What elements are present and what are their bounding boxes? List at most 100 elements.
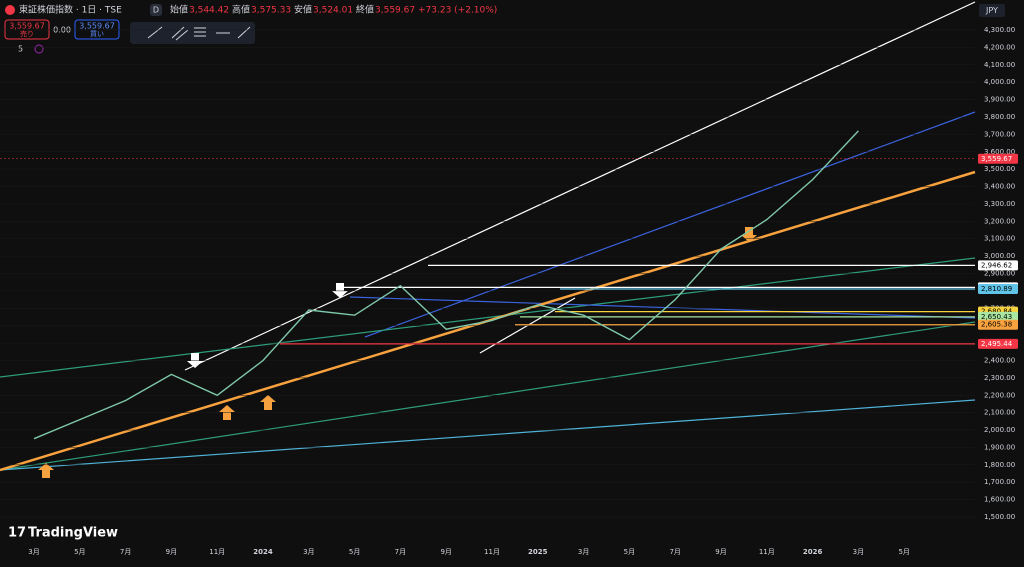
brand: TradingView bbox=[28, 526, 118, 541]
y-tick-label: 3,100.00 bbox=[984, 235, 1015, 243]
badge: D bbox=[153, 6, 159, 15]
level-label-bg bbox=[978, 338, 1018, 349]
indicator-icon[interactable] bbox=[34, 44, 44, 54]
y-tick-label: 4,100.00 bbox=[984, 61, 1015, 69]
buy-price[interactable]: 3,559.67 bbox=[79, 22, 115, 31]
level-label-bg bbox=[978, 283, 1018, 294]
x-tick-label: 3月 bbox=[578, 548, 589, 556]
y-tick-label: 1,500.00 bbox=[984, 513, 1015, 521]
level-label: 2,495.44 bbox=[981, 340, 1013, 348]
badge-bg bbox=[150, 4, 162, 16]
trendline bbox=[0, 257, 976, 378]
level-label-bg bbox=[978, 153, 1018, 164]
buy-label[interactable]: 買い bbox=[90, 30, 104, 38]
y-tick-label: 3,000.00 bbox=[984, 252, 1015, 260]
y-tick-label: 1,800.00 bbox=[984, 461, 1015, 469]
y-tick-label: 4,200.00 bbox=[984, 43, 1015, 51]
x-tick-label: 11月 bbox=[484, 548, 500, 556]
trendline bbox=[349, 296, 976, 319]
y-tick-label: 2,400.00 bbox=[984, 356, 1015, 364]
y-tick-label: 3,200.00 bbox=[984, 217, 1015, 225]
x-tick-label: 7月 bbox=[120, 548, 131, 556]
y-tick-label: 2,200.00 bbox=[984, 391, 1015, 399]
ohlc-value: 3,559.67 bbox=[375, 6, 415, 16]
x-tick-label: 7月 bbox=[669, 548, 680, 556]
y-tick-label: 3,600.00 bbox=[984, 148, 1015, 156]
symbol-logo bbox=[5, 5, 15, 15]
x-tick-label: 9月 bbox=[166, 548, 177, 556]
x-tick-label: 3月 bbox=[853, 548, 864, 556]
y-tick-label: 2,900.00 bbox=[984, 270, 1015, 278]
y-tick-label: 1,600.00 bbox=[984, 496, 1015, 504]
y-tick-label: 3,900.00 bbox=[984, 96, 1015, 104]
sell-button[interactable] bbox=[4, 19, 50, 40]
level-label: 2,946.62 bbox=[981, 261, 1012, 269]
level-label: 2,680.84 bbox=[981, 308, 1013, 316]
x-tick-label: 7月 bbox=[395, 548, 406, 556]
y-tick-label: 1,900.00 bbox=[984, 443, 1015, 451]
trendline bbox=[364, 111, 976, 338]
trendline bbox=[184, 1, 976, 371]
sell-label[interactable]: 売り bbox=[20, 29, 34, 38]
level-label-bg bbox=[978, 311, 1018, 322]
x-tick-label: 9月 bbox=[715, 548, 726, 556]
price-line bbox=[33, 130, 859, 440]
ohlc-label: 終値 bbox=[356, 4, 374, 16]
x-tick-label: 5月 bbox=[624, 548, 635, 556]
x-tick-label: 11月 bbox=[759, 548, 775, 556]
symbol: 東証株価指数 · 1日 · TSE bbox=[19, 4, 122, 16]
x-tick-label: 2024 bbox=[253, 548, 273, 556]
drawing-toolbar bbox=[130, 22, 255, 44]
level-label: 2,605.38 bbox=[981, 321, 1012, 329]
y-tick-label: 2,000.00 bbox=[984, 426, 1015, 434]
trendline bbox=[0, 399, 976, 471]
arrow-up bbox=[260, 395, 276, 410]
y-tick-label: 4,000.00 bbox=[984, 78, 1015, 86]
x-tick-label: 2025 bbox=[528, 548, 548, 556]
x-tick-label: 3月 bbox=[303, 548, 314, 556]
level-label: 2,810.89 bbox=[981, 285, 1012, 293]
ohlc-value: 3,575.33 bbox=[251, 6, 291, 16]
level-label: 3,559.67 bbox=[981, 155, 1012, 163]
x-tick-label: 2026 bbox=[803, 548, 823, 556]
y-tick-label: 4,300.00 bbox=[984, 26, 1015, 34]
y-tick-label: 2,300.00 bbox=[984, 374, 1015, 382]
y-tick-label: 3,800.00 bbox=[984, 113, 1015, 121]
x-tick-label: 9月 bbox=[440, 548, 451, 556]
x-tick-label: 5月 bbox=[349, 548, 360, 556]
change: +73.23 (+2.10%) bbox=[418, 6, 497, 16]
buy-button[interactable] bbox=[74, 19, 120, 40]
arrow-down bbox=[741, 227, 757, 242]
header: 東証株価指数 · 1日 · TSE D 3,559.67 売り 0.00 3,5… bbox=[4, 4, 1005, 541]
y-tick-label: 1,700.00 bbox=[984, 478, 1015, 486]
ohlc-label: 安値 bbox=[294, 4, 312, 16]
y-tick-label: 3,400.00 bbox=[984, 183, 1015, 191]
x-tick-label: 11月 bbox=[209, 548, 225, 556]
toolbar-icons[interactable] bbox=[147, 26, 251, 41]
ohlc-label: 高値 bbox=[232, 4, 250, 16]
x-tick-label: 5月 bbox=[74, 548, 85, 556]
ohlc-value: 3,524.01 bbox=[313, 6, 353, 16]
currency[interactable]: JPY bbox=[985, 6, 998, 15]
y-tick-label: 3,500.00 bbox=[984, 165, 1015, 173]
trendline bbox=[0, 321, 976, 471]
y-tick-label: 3,300.00 bbox=[984, 200, 1015, 208]
x-tick-label: 3月 bbox=[28, 548, 39, 556]
level-label-bg bbox=[978, 319, 1018, 330]
y-tick-label: 2,100.00 bbox=[984, 409, 1015, 417]
sell-price[interactable]: 3,559.67 bbox=[9, 22, 45, 31]
brand-logo: 17 bbox=[8, 526, 26, 541]
arrow-up bbox=[38, 463, 54, 478]
level-label: 2,650.43 bbox=[981, 313, 1012, 321]
currency-box[interactable] bbox=[979, 4, 1005, 17]
price-axis bbox=[977, 0, 1024, 545]
y-tick-label: 3,700.00 bbox=[984, 130, 1015, 138]
level-label-bg bbox=[978, 260, 1018, 271]
arrows bbox=[38, 227, 757, 478]
ohlc-value: 3,544.42 bbox=[189, 6, 229, 16]
indicator-count[interactable]: 5 bbox=[18, 45, 23, 54]
ohlc-label: 始値 bbox=[170, 4, 188, 16]
x-tick-label: 5月 bbox=[898, 548, 909, 556]
